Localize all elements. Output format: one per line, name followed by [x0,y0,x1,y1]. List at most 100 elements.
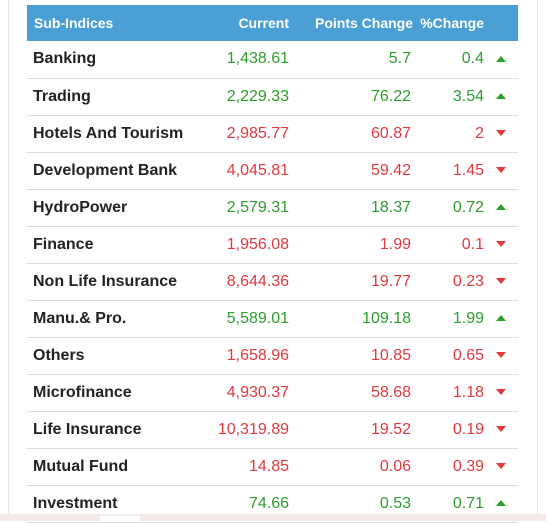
sub-index-name: Non Life Insurance [33,272,178,290]
triangle-down-icon [496,167,506,174]
points-change-value: 1.99 [379,235,411,253]
triangle-up-icon [496,93,506,100]
triangle-up-icon [496,500,506,507]
pct-change-value: 0.39 [452,457,484,475]
table-row[interactable]: Non Life Insurance 8,644.36 19.77 0.23 [27,263,518,300]
trend-cell [484,411,518,448]
current-value: 2,985.77 [226,124,289,142]
trend-cell [484,337,518,374]
current-value: 4,930.37 [226,383,289,401]
pct-change-value: 0.72 [452,198,484,216]
triangle-down-icon [496,352,506,359]
table-row[interactable]: HydroPower 2,579.31 18.37 0.72 [27,189,518,226]
trend-cell [484,78,518,115]
sub-index-name: Life Insurance [33,420,142,438]
triangle-down-icon [496,278,506,285]
triangle-down-icon [496,426,506,433]
triangle-up-icon [496,315,506,322]
points-change-value: 58.68 [370,383,411,401]
table-row[interactable]: Mutual Fund 14.85 0.06 0.39 [27,448,518,485]
sub-index-name: Manu.& Pro. [33,309,127,327]
table-row[interactable]: Microfinance 4,930.37 58.68 1.18 [27,374,518,411]
points-change-value: 0.53 [379,494,411,512]
pct-change-value: 0.65 [452,346,484,364]
current-value: 2,579.31 [226,198,289,216]
sub-index-name: Microfinance [33,383,132,401]
current-value: 14.85 [248,457,289,475]
trend-cell [484,41,518,78]
points-change-value: 18.37 [370,198,411,216]
sub-index-name: Investment [33,494,118,512]
trend-cell [484,263,518,300]
header-pct-change: %Change [420,15,484,31]
sub-index-name: Others [33,346,85,364]
trend-cell [484,485,518,522]
trend-cell [484,226,518,263]
current-value: 1,956.08 [226,235,289,253]
triangle-down-icon [496,130,506,137]
trend-cell [484,374,518,411]
sub-indices-panel: Sub-Indices Current Points Change %Chang… [27,5,518,523]
triangle-up-icon [496,56,506,63]
table-body: Banking 1,438.61 5.7 0.4 Trading 2,229.33 76.2… [27,41,518,522]
table-row[interactable]: Finance 1,956.08 1.99 0.1 [27,226,518,263]
header-current: Current [238,15,289,31]
bottom-edge-bar [0,514,546,521]
sub-indices-table: Sub-Indices Current Points Change %Chang… [27,5,518,523]
pct-change-value: 0.1 [461,235,484,253]
current-value: 4,045.81 [226,161,289,179]
table-row[interactable]: Development Bank 4,045.81 59.42 1.45 [27,152,518,189]
current-value: 10,319.89 [217,420,289,438]
current-value: 2,229.33 [226,87,289,105]
current-value: 1,658.96 [226,346,289,364]
table-row[interactable]: Life Insurance 10,319.89 19.52 0.19 [27,411,518,448]
pct-change-value: 0.23 [452,272,484,290]
table-row[interactable]: Banking 1,438.61 5.7 0.4 [27,41,518,78]
right-frame-border [537,0,546,521]
pct-change-value: 2 [475,124,484,142]
table-row[interactable]: Hotels And Tourism 2,985.77 60.87 2 [27,115,518,152]
points-change-value: 59.42 [370,161,411,179]
table-header-row: Sub-Indices Current Points Change %Chang… [27,5,518,41]
header-sub-indices: Sub-Indices [34,15,114,31]
pct-change-value: 1.45 [452,161,484,179]
points-change-value: 19.52 [370,420,411,438]
sub-index-name: HydroPower [33,198,128,216]
points-change-value: 76.22 [370,87,411,105]
table-row[interactable]: Others 1,658.96 10.85 0.65 [27,337,518,374]
trend-cell [484,300,518,337]
header-trend [484,5,518,41]
sub-index-name: Trading [33,87,91,105]
pct-change-value: 1.99 [452,309,484,327]
current-value: 1,438.61 [226,50,289,68]
points-change-value: 10.85 [370,346,411,364]
sub-index-name: Hotels And Tourism [33,124,184,142]
trend-cell [484,189,518,226]
pct-change-value: 0.71 [452,494,484,512]
left-frame-border [0,0,9,521]
pct-change-value: 1.18 [452,383,484,401]
table-row[interactable]: Trading 2,229.33 76.22 3.54 [27,78,518,115]
triangle-down-icon [496,241,506,248]
current-value: 74.66 [248,494,289,512]
trend-cell [484,152,518,189]
current-value: 5,589.01 [226,309,289,327]
current-value: 8,644.36 [226,272,289,290]
points-change-value: 109.18 [362,309,411,327]
points-change-value: 19.77 [370,272,411,290]
trend-cell [484,115,518,152]
points-change-value: 5.7 [388,50,411,68]
sub-index-name: Banking [33,50,97,68]
bottom-tab-shape [100,516,140,521]
header-points-change: Points Change [314,15,413,31]
triangle-down-icon [496,389,506,396]
triangle-down-icon [496,463,506,470]
sub-index-name: Development Bank [33,161,178,179]
pct-change-value: 0.4 [461,50,484,68]
pct-change-value: 3.54 [452,87,484,105]
table-row[interactable]: Manu.& Pro. 5,589.01 109.18 1.99 [27,300,518,337]
trend-cell [484,448,518,485]
sub-index-name: Mutual Fund [33,457,129,475]
sub-index-name: Finance [33,235,94,253]
points-change-value: 0.06 [379,457,411,475]
